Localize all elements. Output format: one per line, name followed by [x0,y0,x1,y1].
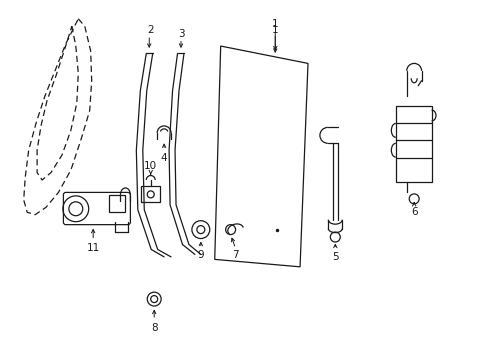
Text: 1: 1 [271,19,278,29]
Text: 2: 2 [146,25,153,35]
Text: 7: 7 [232,251,239,260]
Text: 5: 5 [331,252,338,262]
Text: 3: 3 [177,29,184,39]
Text: 4: 4 [161,153,167,163]
Text: 8: 8 [151,323,157,333]
Text: 10: 10 [144,161,157,171]
Text: 9: 9 [197,251,203,260]
Text: 6: 6 [410,207,417,217]
Text: 1: 1 [271,25,278,35]
Text: 11: 11 [86,243,100,253]
